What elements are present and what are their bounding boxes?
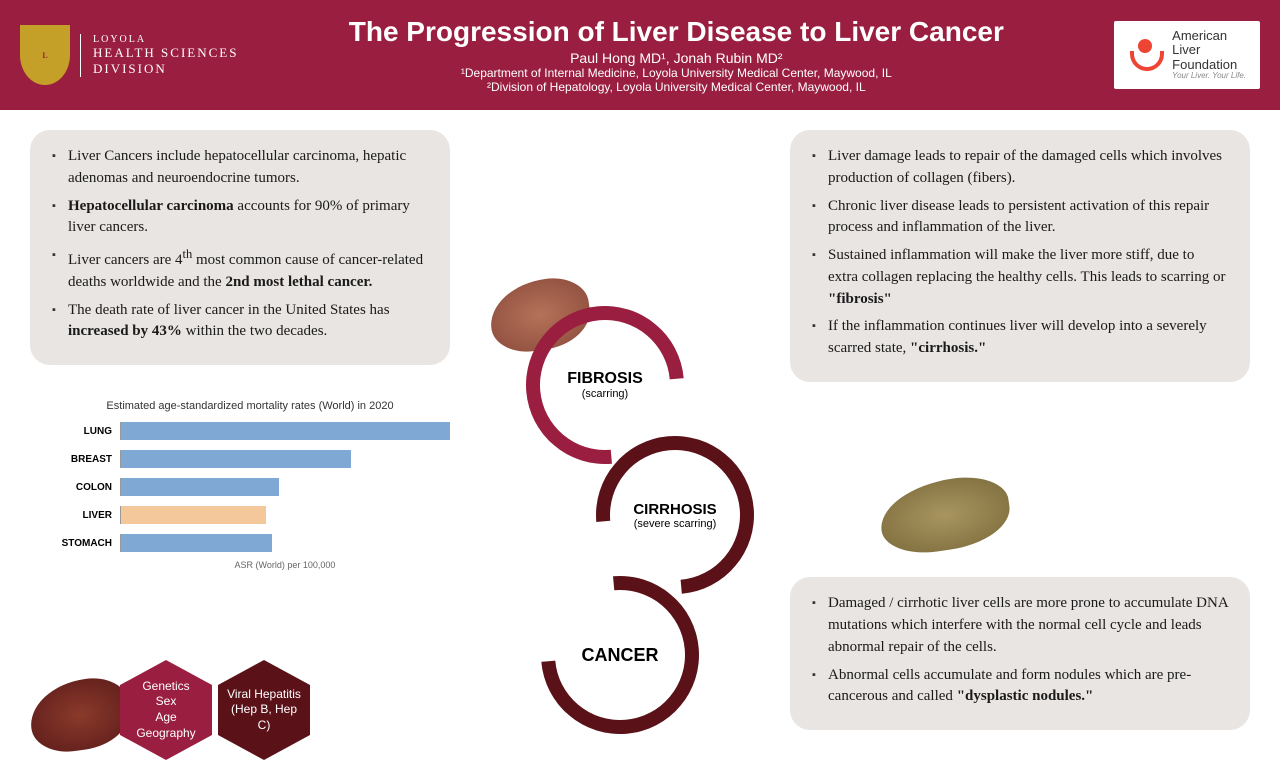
bar-label: LIVER <box>50 510 120 521</box>
bullet: Chronic liver disease leads to persisten… <box>812 196 1228 240</box>
liver-cirrhotic-icon <box>876 471 1014 558</box>
bar-label: BREAST <box>50 454 120 465</box>
affiliation-1: ¹Department of Internal Medicine, Loyola… <box>238 66 1114 80</box>
bullet: Hepatocellular carcinoma accounts for 90… <box>52 196 428 240</box>
bar <box>121 478 279 496</box>
shield-icon: L <box>20 25 70 85</box>
affiliation-2: ²Division of Hepatology, Loyola Universi… <box>238 80 1114 94</box>
ring-fibrosis: FIBROSIS(scarring) <box>540 320 670 450</box>
bullet: The death rate of liver cancer in the Un… <box>52 300 428 344</box>
loyola-logo: L LOYOLA HEALTH SCIENCES DIVISION <box>20 25 238 85</box>
bullet: Damaged / cirrhotic liver cells are more… <box>812 593 1228 658</box>
header-banner: L LOYOLA HEALTH SCIENCES DIVISION The Pr… <box>0 0 1280 110</box>
card-liver-cancers: Liver Cancers include hepatocellular car… <box>30 130 450 365</box>
card-fibrosis-info: Liver damage leads to repair of the dama… <box>790 130 1250 382</box>
bar-label: STOMACH <box>50 538 120 549</box>
hex-hepatitis: Viral Hepatitis (Hep B, Hep C) <box>218 660 310 760</box>
bar <box>121 450 351 468</box>
content-area: Liver Cancers include hepatocellular car… <box>0 110 1280 720</box>
bullet: Liver Cancers include hepatocellular car… <box>52 146 428 190</box>
card-cancer-info: Damaged / cirrhotic liver cells are more… <box>790 577 1250 730</box>
bullet: Liver damage leads to repair of the dama… <box>812 146 1228 190</box>
alf-text: American Liver Foundation Your Liver. Yo… <box>1172 29 1246 81</box>
ring-cirrhosis: CIRRHOSIS(severe scarring) <box>610 450 740 580</box>
page-title: The Progression of Liver Disease to Live… <box>238 16 1114 48</box>
ring-cancer: CANCER <box>555 590 685 720</box>
bar <box>121 534 272 552</box>
bar <box>121 506 266 524</box>
authors: Paul Hong MD¹, Jonah Rubin MD² <box>238 50 1114 66</box>
bullet: If the inflammation continues liver will… <box>812 316 1228 360</box>
progression-cycle: FIBROSIS(scarring) CIRRHOSIS(severe scar… <box>500 320 800 720</box>
loyola-text: LOYOLA HEALTH SCIENCES DIVISION <box>80 34 238 77</box>
bullet: Liver cancers are 4th most common cause … <box>52 245 428 294</box>
chart-axis-label: ASR (World) per 100,000 <box>120 560 450 570</box>
bar-label: COLON <box>50 482 120 493</box>
bar <box>121 422 450 440</box>
bar-label: LUNG <box>50 426 120 437</box>
bullet: Sustained inflammation will make the liv… <box>812 245 1228 310</box>
hexagon-group: Genetics Sex Age Geography Viral Hepatit… <box>120 660 310 760</box>
title-block: The Progression of Liver Disease to Live… <box>238 16 1114 94</box>
hex-genetics: Genetics Sex Age Geography <box>120 660 212 760</box>
alf-icon <box>1128 37 1164 73</box>
bullet: Abnormal cells accumulate and form nodul… <box>812 665 1228 709</box>
mortality-chart: Estimated age-standardized mortality rat… <box>50 400 450 570</box>
liver-dark-icon <box>26 673 135 756</box>
alf-logo: American Liver Foundation Your Liver. Yo… <box>1114 21 1260 89</box>
chart-title: Estimated age-standardized mortality rat… <box>50 400 450 412</box>
